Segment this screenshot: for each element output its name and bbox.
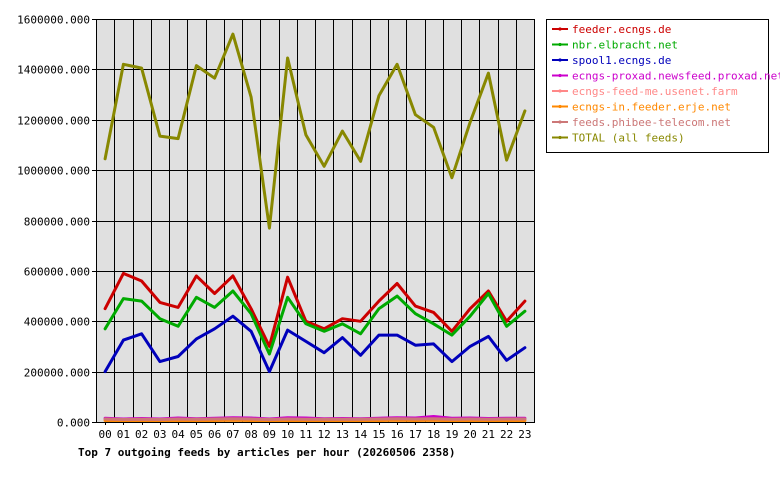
series-line-2 <box>103 289 527 356</box>
legend-marker <box>558 104 562 109</box>
series-line-7 <box>103 417 527 421</box>
x-tick-label: 06 <box>208 428 221 441</box>
x-tick-label: 05 <box>190 428 203 441</box>
x-tick-label: 10 <box>281 428 294 441</box>
x-tick-label: 04 <box>172 428 186 441</box>
legend-label: TOTAL (all feeds) <box>572 132 685 145</box>
x-tick-label: 19 <box>445 428 458 441</box>
legend-label: ecngs-in.feeder.erje.net <box>572 101 731 114</box>
y-tick-label: 400000.000 <box>24 316 90 329</box>
legend-label: ecngs-feed-me.usenet.farm <box>572 85 738 98</box>
x-tick-label: 18 <box>427 428 440 441</box>
x-axis-ticks: 00 01 02 03 04 05 06 07 08 09 10 11 12 13 14 15 16 17 18 19… <box>99 422 532 441</box>
legend-marker <box>558 73 562 78</box>
plot-frame <box>96 19 535 423</box>
series-line-1 <box>103 271 527 348</box>
series-line-8 <box>103 32 527 230</box>
x-tick-label: 20 <box>464 428 477 441</box>
x-tick-label: 15 <box>372 428 385 441</box>
legend-label: nbr.elbracht.net <box>572 39 678 52</box>
legend-marker <box>558 42 562 47</box>
x-tick-label: 17 <box>409 428 422 441</box>
legend-label: spool1.ecngs.de <box>572 54 671 67</box>
legend-marker <box>558 27 562 31</box>
y-tick-label: 1200000.000 <box>17 115 90 128</box>
chart-title: Top 7 outgoing feeds by articles per hou… <box>78 446 456 459</box>
legend-box <box>546 19 769 153</box>
legend-marker <box>558 89 562 93</box>
legend-marker <box>558 135 562 140</box>
legend-label: feeder.ecngs.de <box>572 23 671 36</box>
y-tick-label: 1000000.000 <box>17 165 90 178</box>
legend-marker <box>558 120 562 124</box>
y-tick-label: 1400000.000 <box>17 64 90 77</box>
x-tick-label: 12 <box>318 428 331 441</box>
x-tick-label: 21 <box>482 428 495 441</box>
x-tick-label: 13 <box>336 428 349 441</box>
legend-label: ecngs-proxad.newsfeed.proxad.net <box>572 70 780 83</box>
y-tick-label: 200000.000 <box>24 367 90 380</box>
series-line-3 <box>103 314 527 374</box>
x-tick-label: 01 <box>117 428 130 441</box>
legend: feeder.ecngs.de nbr.elbracht.net spool1.ec… <box>546 19 780 153</box>
x-tick-label: 09 <box>263 428 276 441</box>
legend-marker <box>558 58 562 62</box>
y-tick-label: 0.000 <box>57 417 90 430</box>
x-tick-label: 03 <box>153 428 166 441</box>
series-lines <box>103 32 527 423</box>
y-tick-label: 800000.000 <box>24 216 90 229</box>
x-tick-label: 02 <box>135 428 148 441</box>
y-axis-ticks: 0.000 200000.000 400000.000 600000.000 80000… <box>17 14 96 430</box>
y-tick-label: 600000.000 <box>24 266 90 279</box>
x-tick-label: 07 <box>226 428 239 441</box>
x-tick-label: 23 <box>518 428 531 441</box>
y-tick-label: 1600000.000 <box>17 14 90 27</box>
legend-label: feeds.phibee-telecom.net <box>572 116 731 129</box>
x-tick-label: 22 <box>500 428 513 441</box>
x-tick-label: 16 <box>391 428 404 441</box>
x-tick-label: 14 <box>354 428 368 441</box>
x-tick-label: 11 <box>299 428 312 441</box>
x-tick-label: 08 <box>245 428 258 441</box>
x-tick-label: 00 <box>99 428 112 441</box>
